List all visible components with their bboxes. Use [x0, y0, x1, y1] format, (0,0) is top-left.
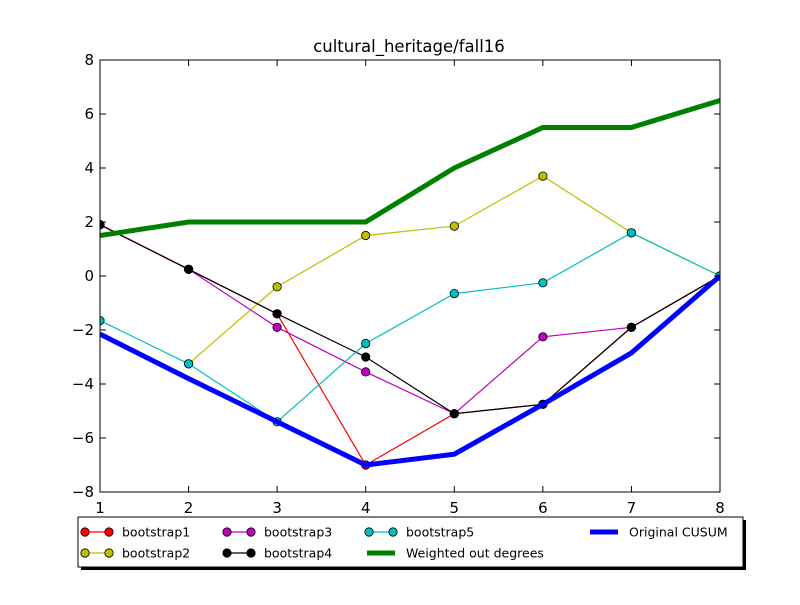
y-tick-label: −4: [72, 375, 94, 393]
legend-marker-bootstrap5: [388, 527, 398, 537]
data-point-bootstrap4: [361, 352, 371, 362]
data-point-bootstrap2: [272, 282, 282, 292]
data-point-bootstrap5: [626, 228, 637, 238]
series-line-original-cusum: [100, 274, 720, 468]
data-point-bootstrap5: [449, 288, 459, 299]
legend-marker-bootstrap4: [246, 548, 256, 558]
legend-marker-bootstrap4: [222, 548, 232, 558]
legend-label-bootstrap5: bootstrap5: [406, 525, 474, 540]
data-point-bootstrap5: [184, 359, 194, 369]
plot-area: [100, 98, 720, 470]
y-tick-label: −2: [72, 321, 94, 339]
legend-marker-bootstrap5: [364, 527, 374, 537]
legend-marker-bootstrap1: [104, 527, 114, 537]
legend-label-weighted-out-degrees: Weighted out degrees: [406, 546, 544, 561]
legend: bootstrap1 bootstrap2 bootstrap3 bootstrap4…: [77, 516, 746, 570]
data-point-bootstrap4: [626, 322, 637, 332]
legend-label-bootstrap2: bootstrap2: [122, 546, 190, 561]
legend-marker-bootstrap2: [104, 548, 114, 558]
y-tick-label: 8: [84, 51, 94, 69]
legend-marker-bootstrap1: [80, 527, 90, 537]
series-line-weighted-out-degrees: [100, 98, 720, 238]
data-point-bootstrap2: [449, 221, 459, 231]
series-line-bootstrap4: [100, 224, 720, 415]
data-point-bootstrap2: [361, 230, 371, 241]
legend-marker-bootstrap3: [246, 527, 256, 537]
series-group: [100, 98, 720, 470]
y-tick-label: 2: [84, 213, 94, 231]
data-point-bootstrap3: [361, 367, 371, 377]
data-point-bootstrap3: [272, 322, 282, 332]
legend-label-bootstrap3: bootstrap3: [264, 525, 332, 540]
data-point-bootstrap5: [361, 338, 371, 349]
y-tick-label: 6: [84, 105, 94, 123]
axes-frame: [99, 59, 721, 493]
y-tick-label: 4: [84, 159, 94, 177]
x-tick-label: 1: [95, 499, 105, 517]
data-point-bootstrap4: [449, 409, 459, 419]
legend-label-bootstrap1: bootstrap1: [122, 525, 190, 540]
chart-title: cultural_heritage/fall16: [313, 37, 505, 57]
x-tick-label: 5: [450, 499, 460, 517]
y-tick-label: −8: [72, 483, 94, 501]
y-tick-label: 0: [84, 267, 94, 285]
data-point-bootstrap4: [272, 309, 282, 319]
x-tick-label: 6: [538, 499, 548, 517]
legend-label-bootstrap4: bootstrap4: [264, 546, 332, 561]
axes: 1 2 3 4 5 6 7 8 −8 −6 −4 −2 0 2 4 6 8: [72, 51, 725, 517]
x-tick-label: 3: [272, 499, 282, 517]
series-line-bootstrap2: [188, 175, 720, 365]
series-line-bootstrap5: [100, 232, 720, 423]
legend-marker-bootstrap3: [222, 527, 232, 537]
y-tick-label: −6: [72, 429, 94, 447]
x-tick-label: 4: [361, 499, 371, 517]
legend-marker-bootstrap2: [80, 548, 90, 558]
legend-label-original-cusum: Original CUSUM: [629, 525, 728, 540]
x-tick-label: 2: [184, 499, 194, 517]
x-tick-label: 7: [627, 499, 637, 517]
data-point-bootstrap2: [538, 171, 548, 181]
series-line-bootstrap3: [100, 224, 720, 415]
x-tick-label: 8: [715, 499, 725, 517]
series-line-bootstrap1: [100, 224, 720, 466]
data-point-bootstrap4: [184, 264, 194, 274]
legend-box: [77, 516, 744, 568]
data-point-bootstrap5: [538, 278, 548, 288]
data-point-bootstrap3: [538, 332, 548, 342]
